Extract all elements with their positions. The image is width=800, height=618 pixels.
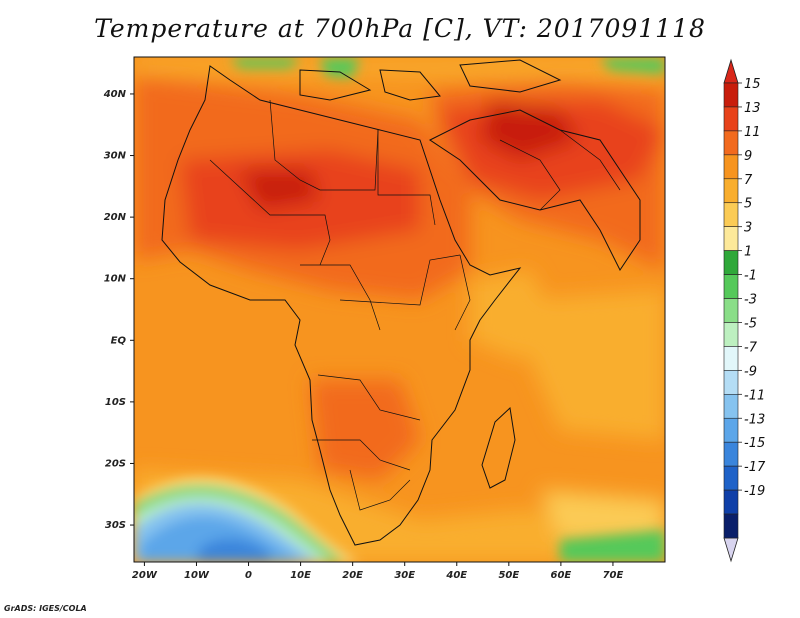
lon-tick-label: 10E: [290, 570, 311, 581]
colorbar-label: 9: [744, 149, 752, 164]
lat-tick-label: EQ: [111, 335, 127, 346]
colorbar-label: -9: [744, 364, 757, 379]
colorbar-swatch: [723, 417, 739, 443]
colorbar-label: 3: [744, 221, 752, 236]
colorbar-label: -5: [744, 316, 757, 331]
latitude-axis: 40N 30N 20N 10N EQ 10S 20S 30S: [103, 89, 134, 531]
colorbar-label: -1: [744, 269, 757, 284]
colorbar-label: -13: [744, 412, 765, 427]
colorbar-swatch: [723, 202, 739, 227]
lon-tick-label: 30E: [394, 570, 415, 581]
colorbar-swatch: [723, 82, 739, 108]
lat-tick-label: 30S: [105, 520, 126, 531]
colorbar-swatch: [723, 154, 739, 180]
colorbar-label: 7: [744, 173, 753, 188]
lon-tick-label: 60E: [551, 570, 572, 581]
colorbar-label: -3: [744, 293, 757, 308]
colorbar-swatch: [723, 513, 739, 539]
colorbar-label: -19: [744, 484, 765, 499]
coastlines: [161, 59, 641, 546]
lat-tick-label: 20S: [105, 458, 126, 469]
colorbar-label: -17: [744, 460, 766, 475]
grads-credit: GrADS: IGES/COLA: [4, 604, 87, 613]
lat-tick-label: 40N: [103, 89, 127, 100]
colorbar-label: 11: [744, 125, 761, 140]
map-frame: [133, 56, 666, 563]
colorbar-swatch: [723, 130, 739, 156]
colorbar-swatch: [723, 178, 739, 204]
colorbar-top-arrow: [723, 58, 739, 84]
colorbar-swatch: [723, 370, 739, 395]
lon-tick-label: 70E: [603, 570, 624, 581]
colorbar-bottom-arrow: [723, 537, 739, 563]
colorbar-swatch: [723, 346, 739, 371]
longitude-axis: 20W 10W 0 10E 20E 30E 40E 50E 60E 70E: [132, 562, 624, 581]
colorbar-swatch: [723, 226, 739, 251]
colorbar-swatch: [723, 106, 739, 132]
colorbar-swatch: [723, 298, 739, 323]
lon-tick-label: 0: [245, 570, 252, 581]
colorbar-label: -15: [744, 436, 765, 451]
lat-tick-label: 10N: [104, 274, 127, 285]
colorbar-swatch: [723, 322, 739, 347]
lat-tick-label: 20N: [104, 212, 127, 223]
colorbar: 15 13 11 9 7 5 3 1 -1 -3 -5 -7 -9 -11 -13 -15 -17 -19: [723, 58, 766, 563]
colorbar-label: 5: [744, 197, 752, 212]
colorbar-swatch: [723, 394, 739, 419]
map-title: Temperature at 700hPa [C], VT: 201709111…: [94, 14, 706, 43]
colorbar-swatch: [723, 489, 739, 515]
lon-tick-label: 20W: [132, 570, 158, 581]
lon-tick-label: 10W: [184, 570, 210, 581]
colorbar-swatch: [723, 274, 739, 299]
lat-tick-label: 10S: [105, 397, 126, 408]
lon-tick-label: 50E: [498, 570, 519, 581]
colorbar-label: 13: [744, 101, 761, 116]
colorbar-label: 15: [744, 77, 761, 92]
colorbar-label: -7: [744, 340, 758, 355]
country-borders: [209, 99, 621, 511]
colorbar-swatch: [723, 441, 739, 467]
colorbar-label: 1: [744, 245, 752, 260]
lat-tick-label: 30N: [104, 151, 127, 162]
lon-tick-label: 20E: [342, 570, 363, 581]
colorbar-swatch: [723, 250, 739, 275]
lon-tick-label: 40E: [445, 570, 467, 581]
temperature-field: [134, 57, 665, 562]
colorbar-swatch: [723, 465, 739, 491]
colorbar-label: -11: [744, 388, 765, 403]
